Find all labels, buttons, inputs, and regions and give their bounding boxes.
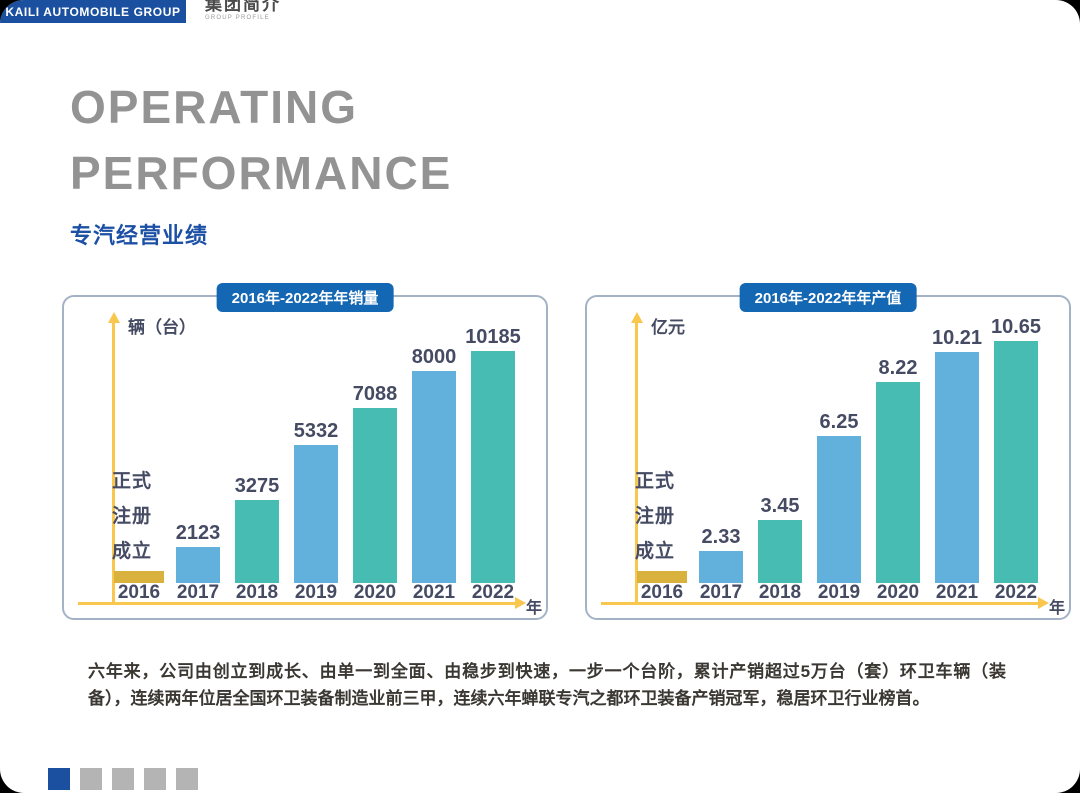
year-tick-label: 2022 [994,582,1038,603]
bar-slot-2016: 正式 注册 成立 2016 [633,297,691,602]
bar-2017 [699,551,743,583]
bar-2021 [935,352,979,583]
y-axis [112,323,115,605]
bar-2017 [176,547,220,583]
bar-value-label: 7088 [352,383,398,405]
bar-2022 [471,351,515,583]
bar-slot-2022: 10185 2022 [464,297,522,602]
year-tick-label: 2019 [294,582,338,603]
x-axis [78,602,516,605]
brand-label: KAILI AUTOMOBILE GROUP [5,4,181,19]
bar-slot-2022: 10.65 2022 [987,297,1045,602]
year-tick-label: 2017 [176,582,220,603]
bar-value-label: 2.33 [701,526,741,548]
bar-value-label: 8.22 [878,357,918,379]
year-tick-label: 2017 [699,582,743,603]
x-axis-label: 年 [1048,600,1065,617]
footer-square-4 [144,768,166,790]
bar-slot-2020: 7088 2020 [346,297,404,602]
bar-value-label: 5332 [293,420,339,442]
bar-slot-2017: 2123 2017 [169,297,227,602]
bar-2018 [758,520,802,583]
bar-2019 [294,445,338,583]
section-tab-label-en: GROUP PROFILE [205,15,270,21]
bar-value-label: 3.45 [760,495,800,517]
bar-value-label: 10.21 [931,327,983,349]
bar-slot-2018: 3275 2018 [228,297,286,602]
footer-square-1 [48,768,70,790]
summary-paragraph: 六年来，公司由创立到成长、由单一到全面、由稳步到快速，一步一个台阶，累计产销超过… [88,662,1006,708]
bar-2020 [353,408,397,583]
year-tick-label: 2021 [935,582,979,603]
founding-note: 正式 注册 成立 [112,470,153,562]
bar-value-label: 10.65 [990,316,1042,338]
bar-value-label: 8000 [411,346,457,368]
sales-chart-panel: 2016年-2022年年销量 辆（台） 正式 注册 成立 2016 2123 2017 32… [62,283,548,620]
title-block: OPERATING PERFORMANCE 专汽经营业绩 [70,74,452,250]
bar-slot-2019: 5332 2019 [287,297,345,602]
year-tick-label: 2020 [876,582,920,603]
bar-2022 [994,341,1038,583]
bar-slot-2020: 8.22 2020 [869,297,927,602]
year-tick-label: 2021 [412,582,456,603]
y-axis-arrow-icon [630,312,643,323]
footer-square-5 [176,768,198,790]
sales-chart-title-badge: 2016年-2022年年销量 [216,283,394,312]
bar-slot-2018: 3.45 2018 [751,297,809,602]
footer-page-squares [48,768,198,790]
bar-value-label: 10185 [465,326,521,348]
x-axis [601,602,1039,605]
page-title-line2: PERFORMANCE [70,147,453,199]
year-tick-label: 2016 [117,582,161,603]
plot-area: 正式 注册 成立 2016 2123 2017 3275 2018 5332 2019 7088 20… [110,297,522,602]
bar-2019 [817,436,861,583]
section-tab-group-profile[interactable]: 集团简介 GROUP PROFILE [205,0,281,21]
bar-2020 [876,382,920,583]
bar-2016 [637,571,687,583]
bar-slot-2019: 6.25 2019 [810,297,868,602]
brand-bar: KAILI AUTOMOBILE GROUP [0,0,186,23]
bar-2018 [235,500,279,583]
bar-slot-2021: 8000 2021 [405,297,463,602]
bar-slot-2017: 2.33 2017 [692,297,750,602]
x-axis-label: 年 [525,600,542,617]
footer-square-3 [112,768,134,790]
charts-row: 2016年-2022年年销量 辆（台） 正式 注册 成立 2016 2123 2017 32… [62,283,1071,620]
bar-2021 [412,371,456,583]
bar-value-label: 3275 [234,475,280,497]
year-tick-label: 2019 [817,582,861,603]
section-tab-label-cn: 集团简介 [205,0,281,14]
page-subtitle: 专汽经营业绩 [70,223,209,248]
year-tick-label: 2016 [640,582,684,603]
bar-slot-2016: 正式 注册 成立 2016 [110,297,168,602]
output-value-chart-panel: 2016年-2022年年产值 亿元 正式 注册 成立 2016 2.33 2017 3.45… [585,283,1071,620]
bar-value-label: 2123 [175,522,221,544]
x-axis-arrow-icon [1038,597,1049,609]
output-value-chart-title-badge: 2016年-2022年年产值 [739,283,917,312]
y-axis-arrow-icon [107,312,120,323]
founding-note: 正式 注册 成立 [635,470,676,562]
y-axis-label: 亿元 [651,318,685,337]
x-axis-arrow-icon [515,597,526,609]
year-tick-label: 2018 [235,582,279,603]
bar-value-label: 6.25 [819,411,859,433]
year-tick-label: 2020 [353,582,397,603]
bar-2016 [114,571,164,583]
footer-square-2 [80,768,102,790]
year-tick-label: 2018 [758,582,802,603]
page-title-line1: OPERATING [70,81,359,133]
plot-area: 正式 注册 成立 2016 2.33 2017 3.45 2018 6.25 2019 8.22 20… [633,297,1045,602]
y-axis [635,323,638,605]
year-tick-label: 2022 [471,582,515,603]
y-axis-label: 辆（台） [128,318,196,337]
bar-slot-2021: 10.21 2021 [928,297,986,602]
